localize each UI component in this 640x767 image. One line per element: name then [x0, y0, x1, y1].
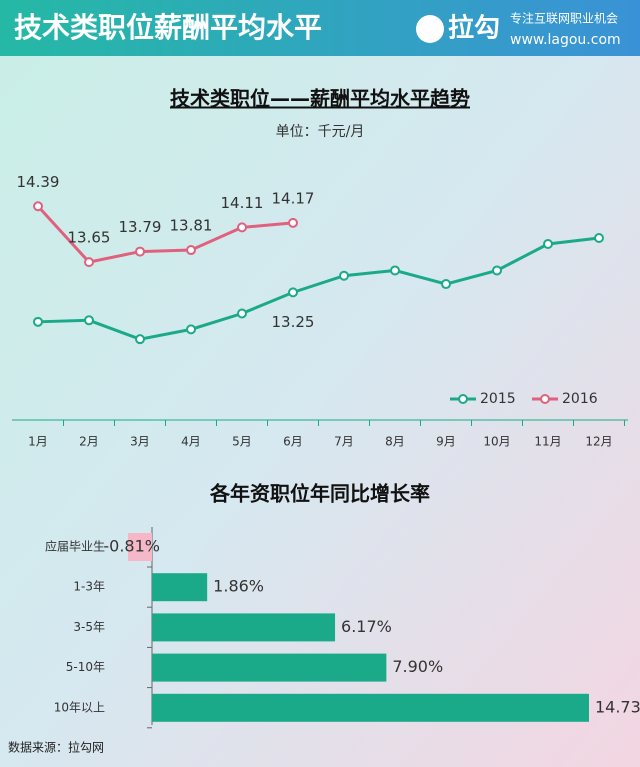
tagline: 专注互联网职业机会 [510, 11, 618, 26]
data-label: 14.11 [221, 194, 264, 212]
line-series [37, 236, 600, 341]
x-tick-label: 12月 [585, 435, 612, 449]
legend-label: 2015 [480, 391, 516, 407]
point [33, 316, 43, 327]
bar [127, 533, 152, 561]
legend-label: 2016 [562, 391, 598, 407]
bar [152, 653, 387, 682]
line-series [36, 205, 294, 264]
y-tick-label: 3-5年 [73, 620, 105, 634]
x-tick-label: 2月 [79, 435, 99, 449]
x-tick-label: 1月 [28, 435, 48, 449]
x-tick-label: 7月 [334, 435, 354, 449]
x-tick-label: 10月 [483, 435, 510, 449]
point [186, 324, 196, 335]
chart-title: 各年资职位年同比增长率 [209, 482, 430, 506]
point [237, 222, 247, 233]
chart-title: 技术类职位——薪酬平均水平趋势 [170, 87, 470, 111]
point [390, 265, 400, 276]
point [288, 217, 298, 228]
legend-marker [540, 394, 550, 404]
point [33, 201, 43, 212]
point [492, 265, 502, 276]
header-bar [0, 0, 640, 56]
point [288, 287, 298, 298]
data-label: 14.73% [595, 697, 640, 716]
legend-marker [458, 394, 468, 404]
data-label: 14.39 [17, 173, 60, 191]
x-tick-label: 4月 [181, 435, 201, 449]
point [237, 308, 247, 319]
data-label: 1.86% [213, 577, 264, 596]
x-tick-label: 8月 [385, 435, 405, 449]
bar [152, 613, 336, 642]
x-tick-label: 11月 [534, 435, 561, 449]
point [84, 315, 94, 326]
x-tick-label: 6月 [283, 435, 303, 449]
x-tick-label: 3月 [130, 435, 150, 449]
data-label: -0.81% [103, 537, 160, 556]
data-label: 7.90% [392, 657, 443, 676]
x-tick-label: 5月 [232, 435, 252, 449]
bar [152, 693, 589, 722]
y-tick-label: 10年以上 [54, 700, 105, 714]
chart-subtitle: 单位：千元/月 [276, 124, 365, 140]
point [594, 232, 604, 243]
footer: 数据来源：拉勾网 [8, 740, 104, 755]
point [84, 257, 94, 268]
data-label: 14.17 [272, 189, 315, 207]
point [186, 245, 196, 256]
point [135, 334, 145, 345]
y-tick-label: 5-10年 [66, 660, 105, 674]
logo: 拉勾 [448, 13, 500, 44]
data-label: 13.81 [170, 217, 213, 235]
data-label: 13.79 [119, 218, 162, 236]
point [543, 239, 553, 250]
data-label: 13.65 [68, 229, 111, 247]
data-label: 13.25 [272, 313, 315, 331]
x-tick-label: 9月 [436, 435, 456, 449]
point [339, 270, 349, 281]
y-tick-label: 应届毕业生 [45, 539, 105, 554]
bar [152, 573, 208, 602]
data-label: 6.17% [341, 617, 392, 636]
point [135, 246, 145, 257]
point [441, 279, 451, 290]
url: www.lagou.com [510, 32, 621, 48]
y-tick-label: 1-3年 [73, 580, 105, 594]
header-title: 技术类职位薪酬平均水平 [14, 11, 322, 44]
logo-icon [416, 15, 444, 43]
